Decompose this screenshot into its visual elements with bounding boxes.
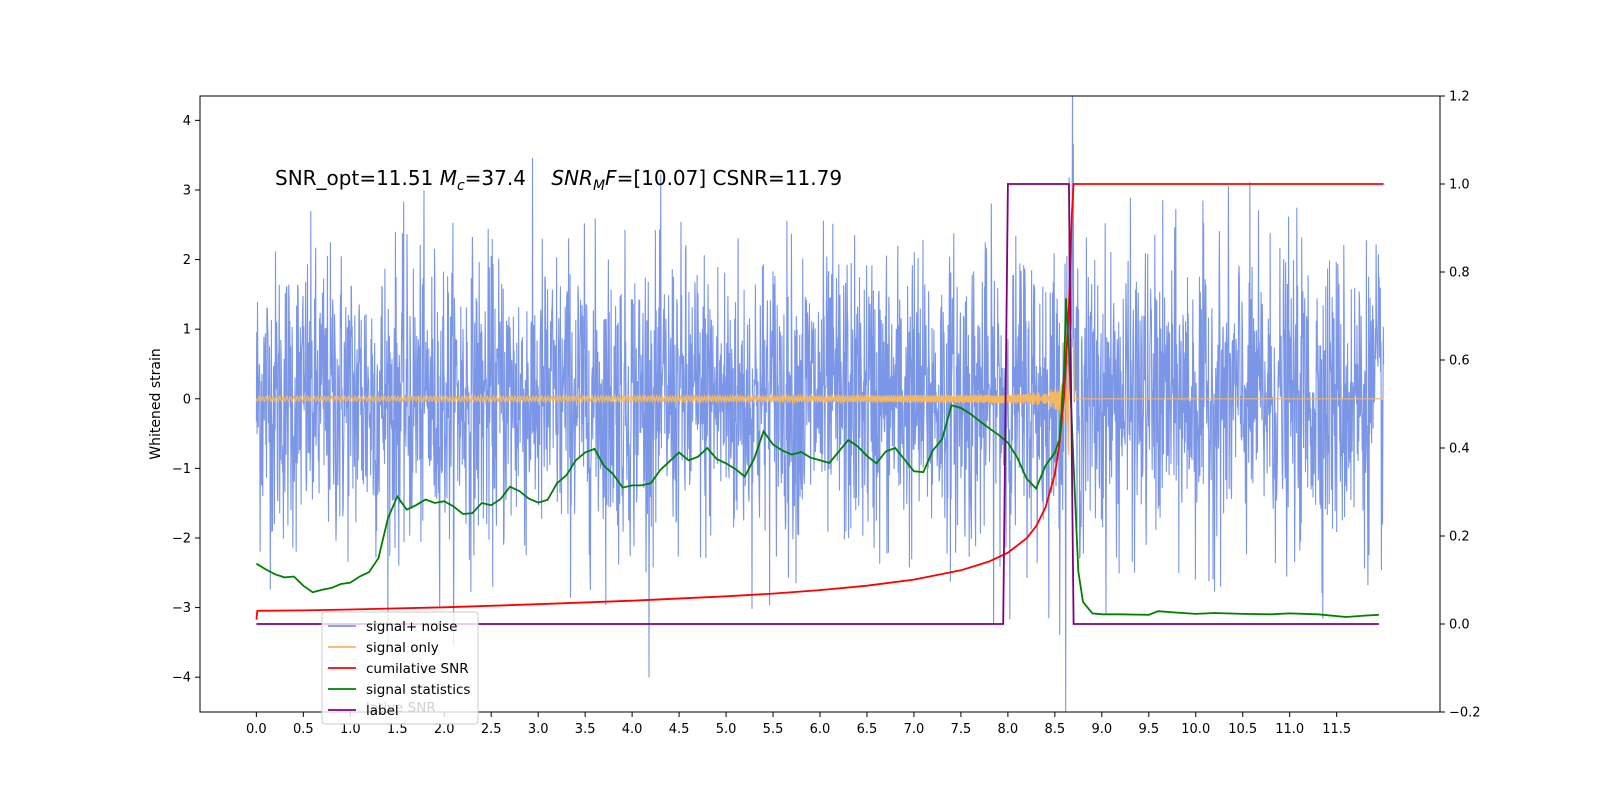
y-left-tick-label: 1 bbox=[183, 323, 191, 338]
y-right-tick-label: 1.2 bbox=[1449, 90, 1470, 105]
x-tick-label: 7.5 bbox=[951, 722, 972, 737]
y-left-tick-label: −4 bbox=[172, 671, 191, 686]
x-tick-label: 1.5 bbox=[387, 722, 408, 737]
x-axis: 0.0 0.5 1.0 1.5 2.0 2.5 3.0 3.5 4.0 4.5 5.0 5.5 6.0 6… bbox=[246, 712, 1351, 737]
legend-label: cumilative SNR bbox=[366, 661, 469, 677]
annotation-part: F bbox=[605, 166, 617, 190]
legend-box bbox=[321, 611, 479, 725]
x-tick-label: 3.0 bbox=[528, 722, 549, 737]
y-right-tick-label: 0.8 bbox=[1449, 266, 1470, 281]
x-tick-label: 4.0 bbox=[622, 722, 643, 737]
x-tick-label: 10.0 bbox=[1181, 722, 1210, 737]
x-tick-label: 0.5 bbox=[293, 722, 314, 737]
y-left-tick-label: 0 bbox=[183, 392, 191, 407]
x-tick-label: 1.0 bbox=[340, 722, 361, 737]
y-right-tick-label: −0.2 bbox=[1449, 706, 1481, 721]
legend-label: signal statistics bbox=[366, 682, 470, 698]
series-label bbox=[256, 183, 1379, 625]
y-left-tick-label: 2 bbox=[183, 253, 191, 268]
legend-label: signal+ noise bbox=[366, 619, 457, 635]
plot-area bbox=[199, 95, 1441, 713]
x-tick-label: 3.5 bbox=[575, 722, 596, 737]
x-tick-label: 2.0 bbox=[434, 722, 455, 737]
x-tick-label: 0.0 bbox=[246, 722, 267, 737]
y-axis-right: −0.2 0.0 0.2 0.4 0.6 0.8 1.0 1.2 bbox=[1440, 90, 1481, 721]
x-tick-label: 8.5 bbox=[1045, 722, 1066, 737]
x-tick-label: 11.0 bbox=[1275, 722, 1304, 737]
x-tick-label: 8.0 bbox=[998, 722, 1019, 737]
legend-ghost-text: lative SNR bbox=[366, 700, 436, 716]
annotation-part: =[10.07] CSNR=11.79 bbox=[617, 166, 843, 190]
y-left-tick-label: 4 bbox=[183, 114, 191, 129]
x-tick-label: 10.5 bbox=[1228, 722, 1257, 737]
annotation-part: M bbox=[593, 178, 605, 194]
legend-label: label bbox=[366, 703, 399, 719]
x-tick-label: 2.5 bbox=[481, 722, 502, 737]
series-signal-plus-noise bbox=[255, 96, 1385, 712]
series-signal-statistics bbox=[255, 298, 1379, 618]
annotation-part: =37.4 bbox=[465, 166, 552, 190]
annotation-part: SNR bbox=[551, 166, 593, 190]
y-right-tick-label: 0.0 bbox=[1449, 618, 1470, 633]
x-tick-label: 7.0 bbox=[904, 722, 925, 737]
y-left-tick-label: −3 bbox=[172, 601, 191, 616]
y-left-tick-label: −2 bbox=[172, 531, 191, 546]
y-axis-label: Whitened strain bbox=[148, 348, 164, 459]
annotation-part: SNR_opt=11.51 bbox=[275, 166, 440, 190]
y-axis-left: −4 −3 −2 −1 0 1 2 3 4 bbox=[172, 114, 200, 686]
chart-annotation: SNR_opt=11.51 Mc=37.4 SNRMF=[10.07] CSNR… bbox=[275, 166, 842, 194]
legend-label: signal only bbox=[366, 640, 439, 656]
y-right-tick-label: 1.0 bbox=[1449, 178, 1470, 193]
x-tick-label: 6.5 bbox=[857, 722, 878, 737]
x-tick-label: 9.0 bbox=[1091, 722, 1112, 737]
x-tick-label: 5.0 bbox=[716, 722, 737, 737]
legend: lative SNR signal+ noise signal only cumila… bbox=[321, 611, 479, 725]
annotation-part: M bbox=[440, 166, 457, 190]
y-right-tick-label: 0.2 bbox=[1449, 530, 1470, 545]
series-cumulative-snr bbox=[255, 183, 1384, 620]
y-left-tick-label: −1 bbox=[172, 462, 191, 477]
y-left-tick-label: 3 bbox=[183, 183, 191, 198]
x-tick-label: 5.5 bbox=[763, 722, 784, 737]
series-signal-only bbox=[255, 339, 1384, 455]
y-right-tick-label: 0.4 bbox=[1449, 442, 1470, 457]
x-tick-label: 9.5 bbox=[1138, 722, 1159, 737]
x-tick-label: 6.0 bbox=[810, 722, 831, 737]
x-tick-label: 11.5 bbox=[1322, 722, 1351, 737]
x-tick-label: 4.5 bbox=[669, 722, 690, 737]
y-right-tick-label: 0.6 bbox=[1449, 354, 1470, 369]
annotation-part: c bbox=[457, 178, 465, 194]
